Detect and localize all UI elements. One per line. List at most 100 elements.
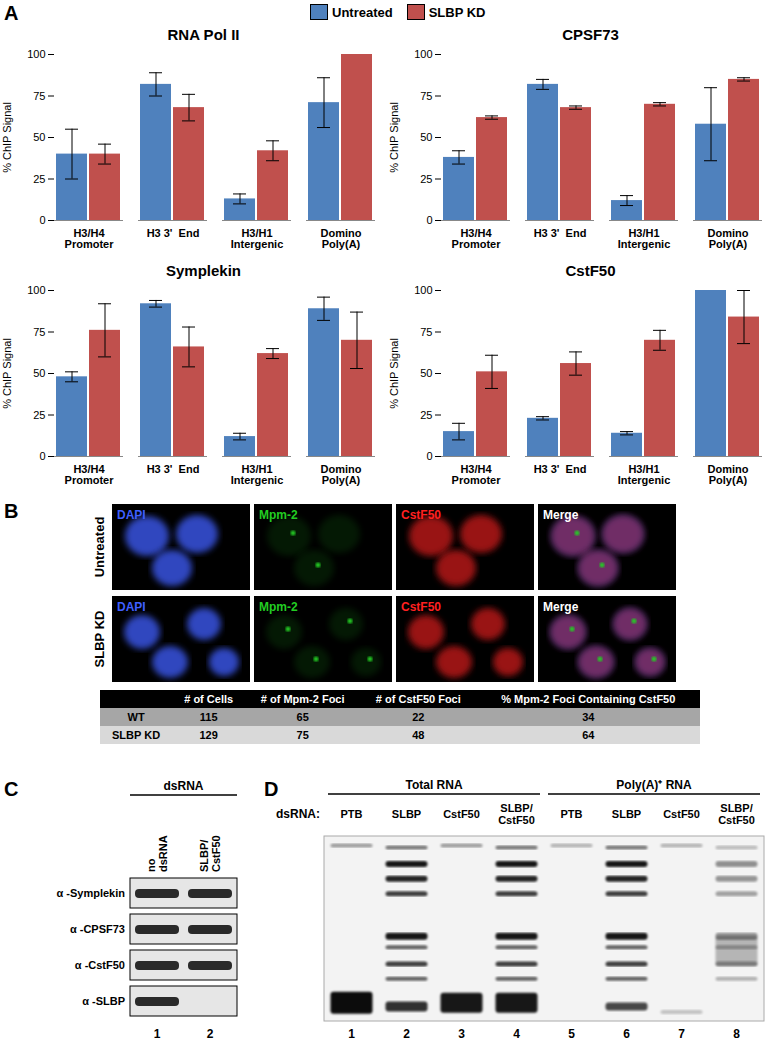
html-text:129: 129	[199, 729, 218, 741]
svg-text:Poly(A)⁺ RNA: Poly(A)⁺ RNA	[616, 778, 692, 792]
svg-text:25: 25	[33, 409, 45, 421]
svg-text:nodsRNA: nodsRNA	[145, 835, 169, 872]
svg-text:% ChIP Signal: % ChIP Signal	[388, 102, 400, 173]
svg-text:6: 6	[623, 1027, 630, 1041]
svg-text:5: 5	[568, 1027, 575, 1041]
html-text:CPSF73: CPSF73	[562, 26, 619, 43]
html-text:# of Mpm-2 Foci: # of Mpm-2 Foci	[260, 693, 345, 705]
svg-text:100: 100	[27, 48, 45, 60]
svg-text:H3 3' End: H3 3' End	[534, 227, 587, 239]
svg-text:DominoPoly(A): DominoPoly(A)	[708, 227, 749, 250]
svg-text:3: 3	[458, 1027, 465, 1041]
svg-text:0: 0	[426, 214, 432, 226]
html-text:% Mpm-2 Foci Containing CstF50: % Mpm-2 Foci Containing CstF50	[501, 693, 676, 705]
svg-text:H3/H1Intergenic: H3/H1Intergenic	[618, 227, 671, 250]
svg-text:CstF50: CstF50	[401, 508, 441, 522]
svg-text:75: 75	[420, 326, 432, 338]
svg-text:4: 4	[513, 1027, 520, 1041]
svg-text:Mpm-2: Mpm-2	[259, 508, 298, 522]
html-text:WT: WT	[127, 711, 145, 723]
html-text:Symplekin: Symplekin	[166, 262, 241, 279]
svg-text:2: 2	[403, 1027, 410, 1041]
svg-text:% ChIP Signal: % ChIP Signal	[1, 338, 13, 409]
svg-text:PTB: PTB	[341, 808, 363, 820]
svg-text:C: C	[4, 778, 18, 800]
html-text:115: 115	[199, 711, 218, 723]
svg-text:50: 50	[420, 131, 432, 143]
svg-text:α -CPSF73: α -CPSF73	[70, 923, 125, 935]
html-text:SLBP KD: SLBP KD	[112, 729, 161, 741]
svg-text:CstF50: CstF50	[401, 600, 441, 614]
svg-text:SLBP: SLBP	[612, 808, 641, 820]
html-text:65: 65	[296, 711, 309, 723]
svg-text:75: 75	[420, 90, 432, 102]
svg-text:PTB: PTB	[561, 808, 583, 820]
svg-text:25: 25	[33, 173, 45, 185]
svg-text:SLBP/CstF50: SLBP/CstF50	[198, 835, 222, 872]
svg-text:α -CstF50: α -CstF50	[75, 959, 125, 971]
svg-text:75: 75	[33, 326, 45, 338]
svg-text:DominoPoly(A): DominoPoly(A)	[321, 227, 362, 250]
svg-text:H3/H1Intergenic: H3/H1Intergenic	[231, 463, 284, 486]
svg-text:SLBP KD: SLBP KD	[92, 611, 107, 668]
html-text:SLBP KD: SLBP KD	[428, 4, 486, 20]
svg-text:0: 0	[39, 214, 45, 226]
svg-text:7: 7	[678, 1027, 685, 1041]
svg-text:CstF50: CstF50	[443, 808, 480, 820]
svg-text:Total RNA: Total RNA	[405, 778, 462, 792]
svg-text:DAPI: DAPI	[117, 508, 146, 522]
svg-text:1: 1	[154, 1027, 161, 1041]
html-text:A: A	[4, 2, 19, 24]
svg-text:% ChIP Signal: % ChIP Signal	[388, 338, 400, 409]
html-text:RNA Pol II: RNA Pol II	[167, 26, 240, 43]
svg-text:H3/H4Promoter: H3/H4Promoter	[65, 463, 115, 486]
svg-text:0: 0	[426, 450, 432, 462]
svg-text:100: 100	[414, 48, 432, 60]
svg-text:Untreated: Untreated	[92, 517, 107, 578]
svg-text:2: 2	[207, 1027, 214, 1041]
svg-text:25: 25	[420, 409, 432, 421]
html-text:B: B	[4, 500, 19, 522]
svg-text:dsRNA:: dsRNA:	[276, 807, 320, 821]
svg-text:H3/H4Promoter: H3/H4Promoter	[65, 227, 115, 250]
html-text:75: 75	[296, 729, 309, 741]
svg-text:D: D	[264, 778, 278, 800]
html-text:Untreated: Untreated	[332, 4, 393, 20]
svg-text:DominoPoly(A): DominoPoly(A)	[321, 463, 362, 486]
svg-text:dsRNA: dsRNA	[163, 779, 203, 793]
svg-text:Merge: Merge	[543, 600, 579, 614]
svg-text:SLBP/CstF50: SLBP/CstF50	[498, 802, 535, 826]
svg-text:1: 1	[348, 1027, 355, 1041]
html-text:# of Cells: # of Cells	[184, 693, 234, 705]
html-text:CstF50: CstF50	[565, 262, 616, 279]
svg-text:H3 3' End: H3 3' End	[147, 227, 200, 239]
svg-text:8: 8	[733, 1027, 740, 1041]
svg-text:CstF50: CstF50	[663, 808, 700, 820]
svg-text:DAPI: DAPI	[117, 600, 146, 614]
svg-text:H3 3' End: H3 3' End	[147, 463, 200, 475]
svg-text:H3/H1Intergenic: H3/H1Intergenic	[231, 227, 284, 250]
svg-text:75: 75	[33, 90, 45, 102]
svg-text:DominoPoly(A): DominoPoly(A)	[708, 463, 749, 486]
svg-text:SLBP: SLBP	[392, 808, 421, 820]
svg-text:α -Symplekin: α -Symplekin	[56, 887, 125, 899]
svg-text:H3/H1Intergenic: H3/H1Intergenic	[618, 463, 671, 486]
svg-text:H3/H4Promoter: H3/H4Promoter	[452, 463, 502, 486]
html-text:34: 34	[582, 711, 595, 723]
svg-text:Mpm-2: Mpm-2	[259, 600, 298, 614]
svg-text:H3/H4Promoter: H3/H4Promoter	[452, 227, 502, 250]
svg-text:H3 3' End: H3 3' End	[534, 463, 587, 475]
svg-text:50: 50	[33, 367, 45, 379]
svg-text:Merge: Merge	[543, 508, 579, 522]
svg-text:25: 25	[420, 173, 432, 185]
svg-text:α -SLBP: α -SLBP	[82, 995, 125, 1007]
svg-text:50: 50	[420, 367, 432, 379]
svg-text:50: 50	[33, 131, 45, 143]
svg-text:100: 100	[414, 284, 432, 296]
svg-text:% ChIP Signal: % ChIP Signal	[1, 102, 13, 173]
html-text:# of CstF50 Foci: # of CstF50 Foci	[375, 693, 461, 705]
html-text:22: 22	[412, 711, 425, 723]
svg-text:100: 100	[27, 284, 45, 296]
svg-text:0: 0	[39, 450, 45, 462]
svg-text:SLBP/CstF50: SLBP/CstF50	[718, 802, 755, 826]
